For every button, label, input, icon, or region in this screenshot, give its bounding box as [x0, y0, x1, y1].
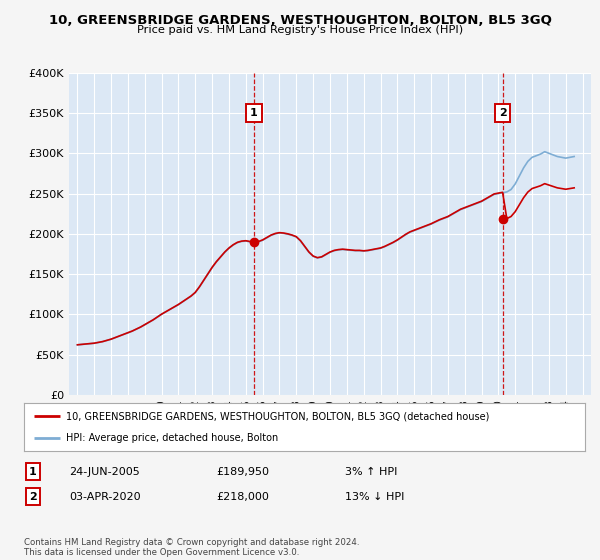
- Text: 1: 1: [29, 466, 37, 477]
- Text: Contains HM Land Registry data © Crown copyright and database right 2024.
This d: Contains HM Land Registry data © Crown c…: [24, 538, 359, 557]
- Text: Price paid vs. HM Land Registry's House Price Index (HPI): Price paid vs. HM Land Registry's House …: [137, 25, 463, 35]
- Text: HPI: Average price, detached house, Bolton: HPI: Average price, detached house, Bolt…: [66, 433, 278, 443]
- Text: 3% ↑ HPI: 3% ↑ HPI: [345, 466, 397, 477]
- Text: 1: 1: [250, 108, 258, 118]
- Text: £189,950: £189,950: [216, 466, 269, 477]
- Text: 2: 2: [29, 492, 37, 502]
- Text: 03-APR-2020: 03-APR-2020: [69, 492, 140, 502]
- Text: 10, GREENSBRIDGE GARDENS, WESTHOUGHTON, BOLTON, BL5 3GQ: 10, GREENSBRIDGE GARDENS, WESTHOUGHTON, …: [49, 14, 551, 27]
- Text: 13% ↓ HPI: 13% ↓ HPI: [345, 492, 404, 502]
- Text: 24-JUN-2005: 24-JUN-2005: [69, 466, 140, 477]
- Text: 2: 2: [499, 108, 506, 118]
- Text: £218,000: £218,000: [216, 492, 269, 502]
- Text: 10, GREENSBRIDGE GARDENS, WESTHOUGHTON, BOLTON, BL5 3GQ (detached house): 10, GREENSBRIDGE GARDENS, WESTHOUGHTON, …: [66, 411, 490, 421]
